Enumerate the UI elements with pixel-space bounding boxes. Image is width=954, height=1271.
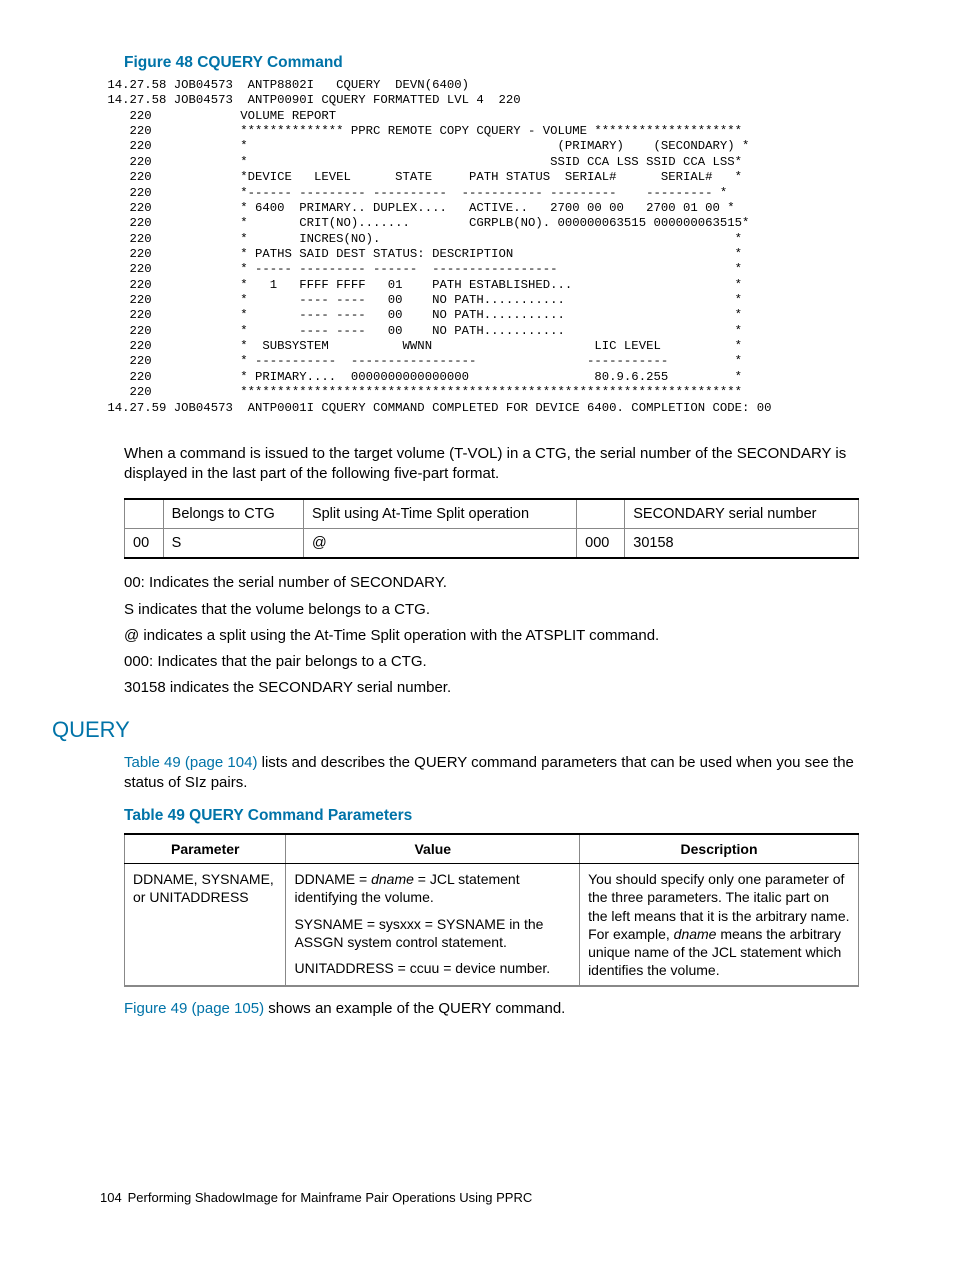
explain-line: @ indicates a split using the At-Time Sp…: [124, 626, 859, 646]
desc-italic: dname: [674, 926, 717, 942]
table-header: [125, 499, 164, 529]
table-cell: 00: [125, 529, 164, 559]
table49: Parameter Value Description DDNAME, SYSN…: [124, 833, 859, 987]
table-header: Belongs to CTG: [163, 499, 303, 529]
table49-link[interactable]: Table 49 (page 104): [124, 754, 257, 771]
page-number: 104: [100, 1190, 124, 1205]
explain-line: 000: Indicates that the pair belongs to …: [124, 652, 859, 672]
value-italic: dname: [371, 871, 414, 887]
fivepart-table: Belongs to CTG Split using At-Time Split…: [124, 498, 859, 559]
figure49-rest: shows an example of the QUERY command.: [264, 1000, 565, 1017]
lead-paragraph: When a command is issued to the target v…: [124, 444, 859, 485]
table-cell: 30158: [625, 529, 859, 559]
table-cell-value: DDNAME = dname = JCL statement identifyi…: [286, 864, 580, 987]
figure49-link[interactable]: Figure 49 (page 105): [124, 1000, 264, 1017]
table-row: 00 S @ 000 30158: [125, 529, 859, 559]
value-text: UNITADDRESS = ccuu = device number.: [294, 959, 571, 977]
table-header: Split using At-Time Split operation: [303, 499, 576, 529]
table-header: Description: [580, 834, 859, 864]
table-header-row: Parameter Value Description: [125, 834, 859, 864]
page-footer: 104 Performing ShadowImage for Mainframe…: [100, 1190, 859, 1205]
table49-caption: Table 49 QUERY Command Parameters: [124, 807, 859, 825]
footer-title: Performing ShadowImage for Mainframe Pai…: [128, 1190, 533, 1205]
value-text: SYSNAME = sysxxx = SYSNAME in the ASSGN …: [294, 915, 571, 951]
table-cell-description: You should specify only one parameter of…: [580, 864, 859, 987]
table-header: SECONDARY serial number: [625, 499, 859, 529]
explain-line: 00: Indicates the serial number of SECON…: [124, 573, 859, 593]
table-row: Belongs to CTG Split using At-Time Split…: [125, 499, 859, 529]
explain-line: 30158 indicates the SECONDARY serial num…: [124, 678, 859, 698]
table-header: [577, 499, 625, 529]
value-text: DDNAME =: [294, 871, 371, 887]
query-intro: Table 49 (page 104) lists and describes …: [124, 753, 859, 794]
table-header: Value: [286, 834, 580, 864]
table-cell-parameter: DDNAME, SYSNAME, or UNITADDRESS: [125, 864, 286, 987]
table-row: DDNAME, SYSNAME, or UNITADDRESS DDNAME =…: [125, 864, 859, 987]
figure48-caption: Figure 48 CQUERY Command: [124, 54, 859, 72]
table-cell: @: [303, 529, 576, 559]
explain-line: S indicates that the volume belongs to a…: [124, 600, 859, 620]
table-cell: S: [163, 529, 303, 559]
table-cell: 000: [577, 529, 625, 559]
figure49-ref: Figure 49 (page 105) shows an example of…: [124, 999, 859, 1019]
table-header: Parameter: [125, 834, 286, 864]
section-heading-query: QUERY: [52, 717, 859, 743]
figure48-code: 14.27.58 JOB04573 ANTP8802I CQUERY DEVN(…: [100, 78, 859, 416]
